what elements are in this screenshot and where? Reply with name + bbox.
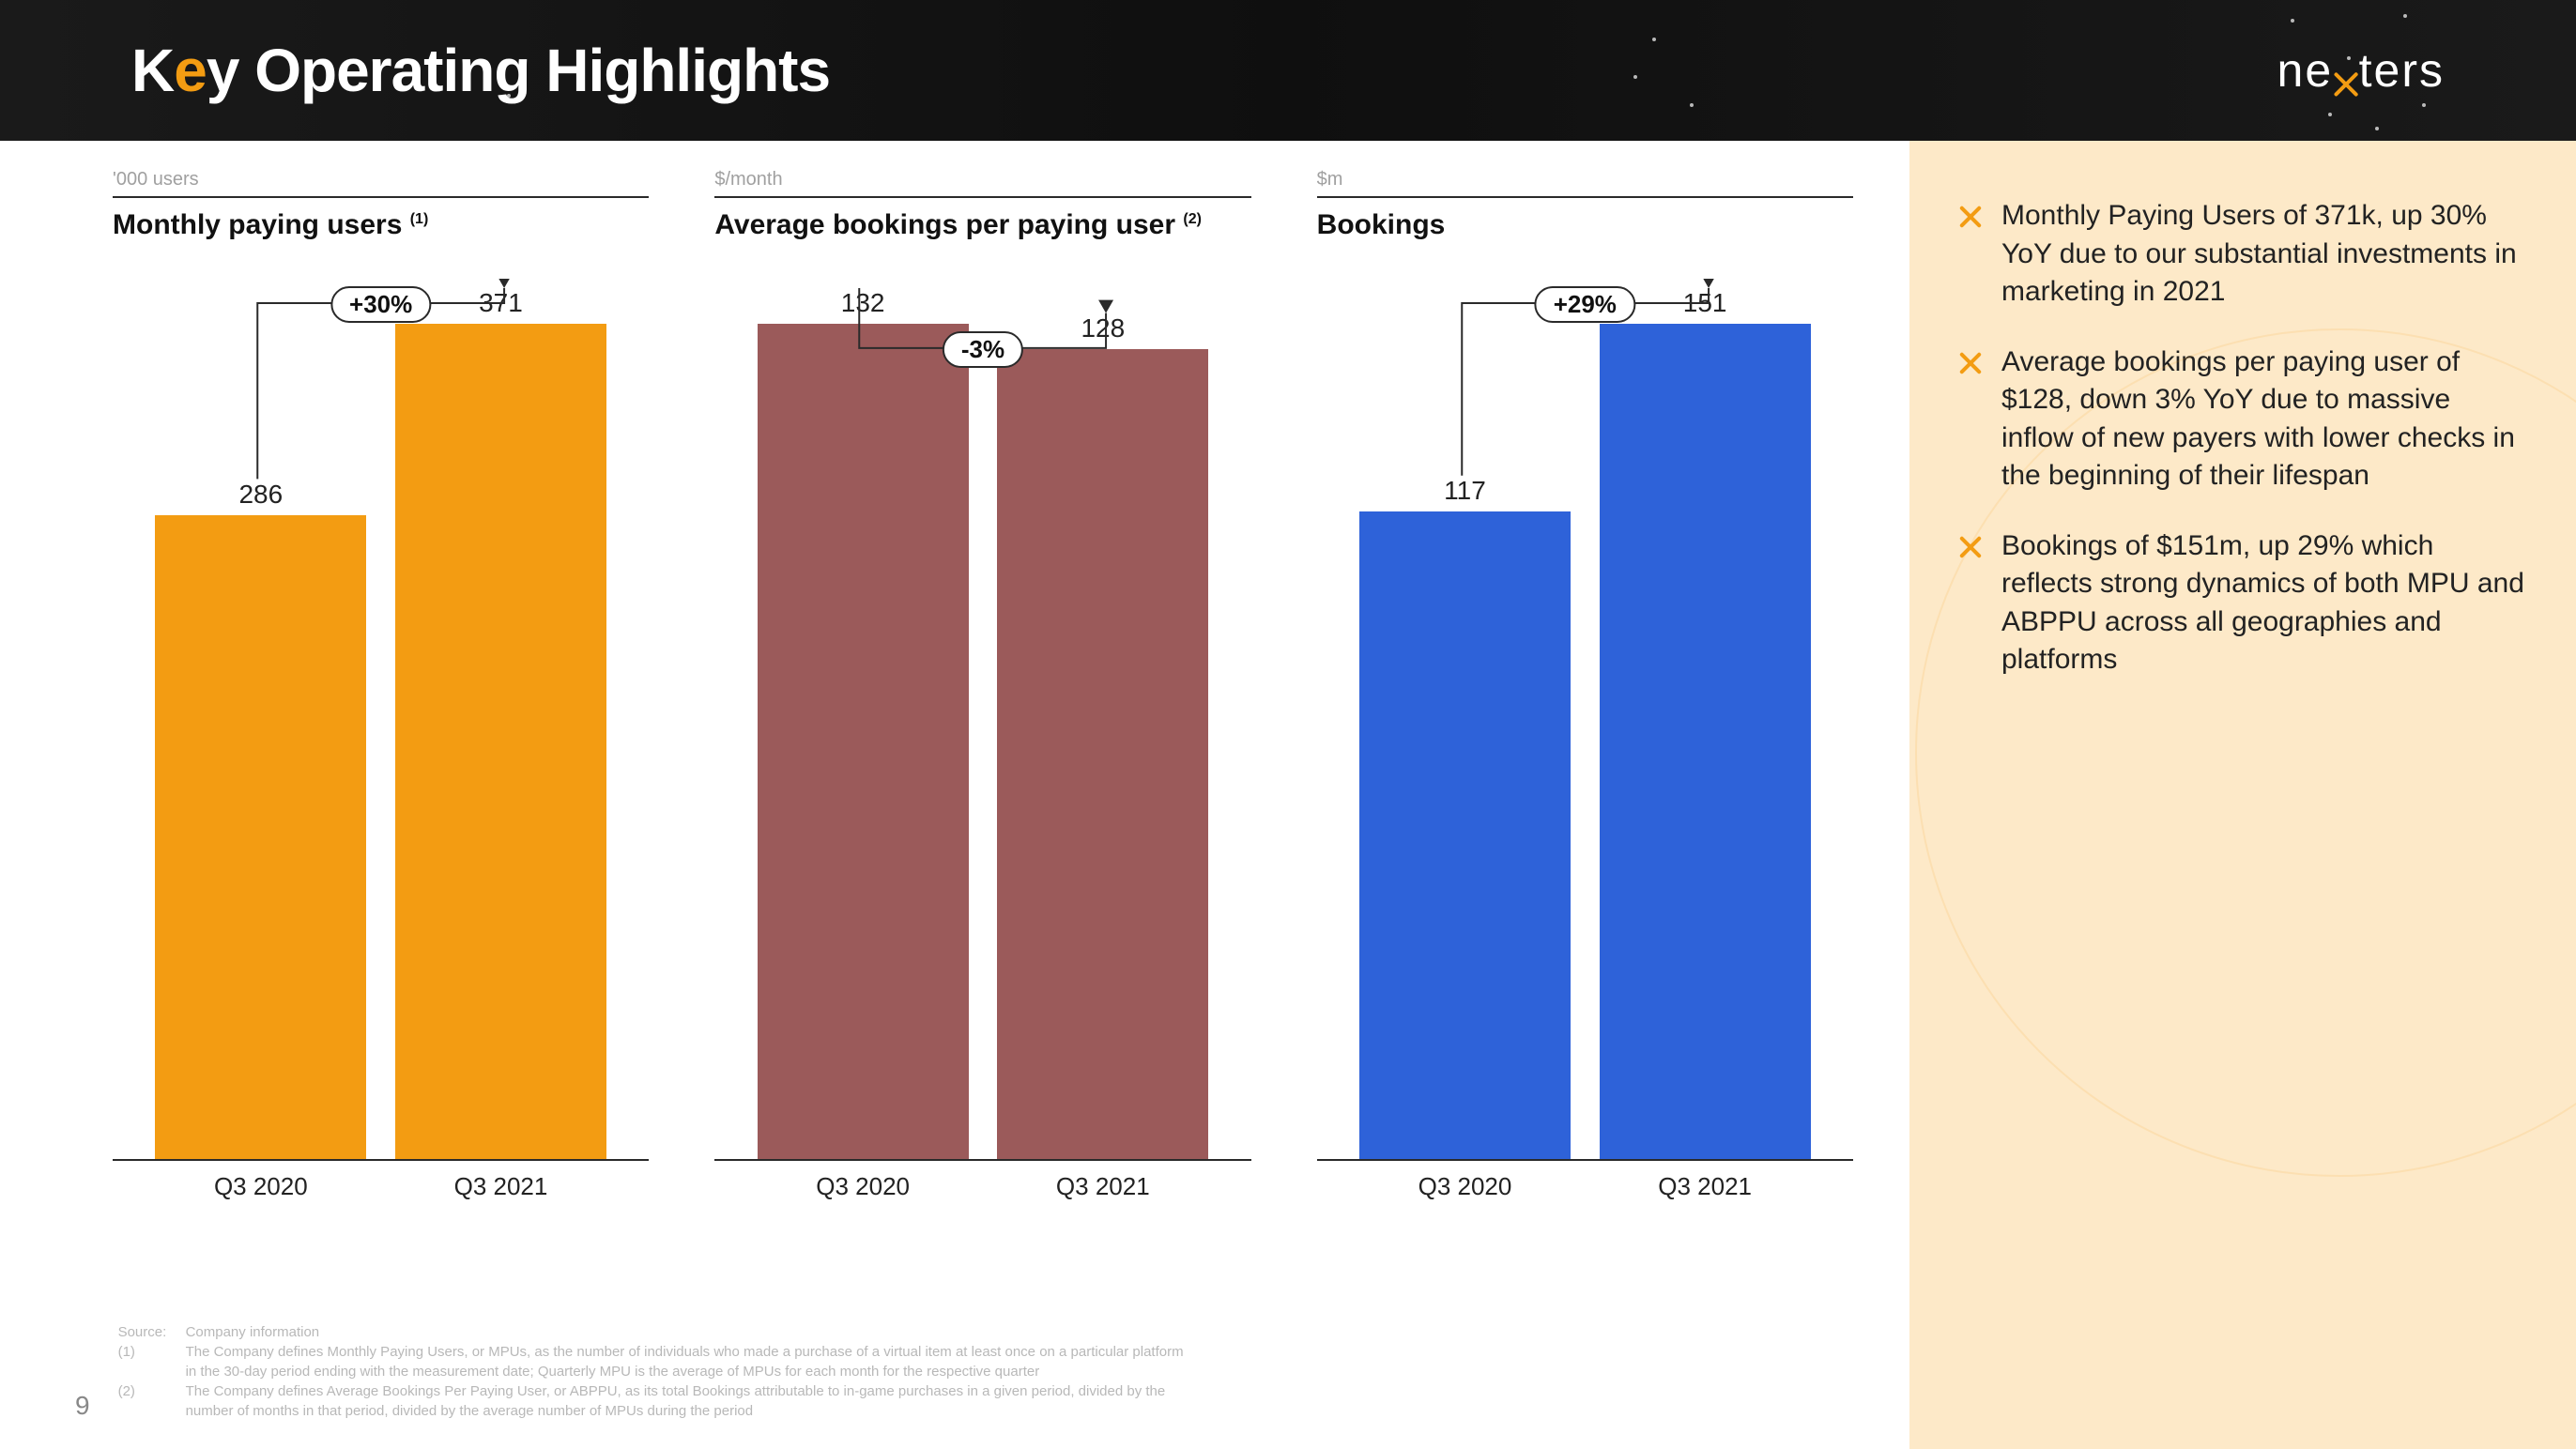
chart-title: Bookings [1317, 209, 1853, 241]
bar-rect [997, 349, 1208, 1159]
chart-canvas: 286 371 +30% [113, 279, 649, 1161]
bar-value-label: 132 [841, 288, 885, 318]
logo-text-post: ters [2359, 44, 2445, 97]
chart-title: Monthly paying users (1) [113, 209, 649, 241]
chart-canvas: 117 151 +29% [1317, 279, 1853, 1161]
bullet-x-icon [1956, 349, 1985, 377]
sidebar-bullet: Bookings of $151m, up 29% which reflects… [1956, 527, 2529, 679]
chart-bar: 117 [1359, 476, 1571, 1159]
chart-canvas: 132 128 -3% [714, 279, 1250, 1161]
sidebar: Monthly Paying Users of 371k, up 30% YoY… [1909, 141, 2576, 1449]
bar-rect [395, 324, 606, 1159]
x-axis-label: Q3 2021 [395, 1172, 606, 1201]
sidebar-bullet: Average bookings per paying user of $128… [1956, 343, 2529, 496]
bar-value-label: 117 [1444, 476, 1486, 506]
growth-label: -3% [943, 331, 1023, 368]
x-axis-labels: Q3 2020 Q3 2021 [113, 1161, 649, 1201]
source-label: Source: [118, 1322, 171, 1342]
growth-label: +30% [330, 286, 431, 323]
bullet-text: Average bookings per paying user of $128… [2001, 343, 2529, 496]
bar-value-label: 151 [1683, 288, 1727, 318]
x-axis-label: Q3 2020 [758, 1172, 969, 1201]
logo: neters [2277, 43, 2445, 98]
chart-unit-label: $/month [714, 169, 1250, 198]
source-text: Company information [186, 1322, 320, 1342]
slide-title: Key Operating Highlights [131, 36, 830, 105]
footnote-text: The Company defines Monthly Paying Users… [186, 1342, 1196, 1381]
growth-label: +29% [1535, 286, 1635, 323]
bullet-x-icon [1956, 203, 1985, 231]
bullet-text: Bookings of $151m, up 29% which reflects… [2001, 527, 2529, 679]
footnotes: Source: Company information (1) The Compa… [118, 1322, 1196, 1421]
logo-text-pre: ne [2277, 44, 2334, 97]
chart-footnote-mark: (2) [1183, 211, 1202, 227]
bar-value-label: 286 [238, 480, 283, 510]
footnote-key: (1) [118, 1342, 171, 1381]
footnote-row: (1) The Company defines Monthly Paying Us… [118, 1342, 1196, 1381]
x-axis-labels: Q3 2020 Q3 2021 [1317, 1161, 1853, 1201]
footnote-text: The Company defines Average Bookings Per… [186, 1381, 1196, 1421]
bar-rect [1600, 324, 1811, 1159]
bar-rect [1359, 511, 1571, 1159]
sidebar-bullet: Monthly Paying Users of 371k, up 30% YoY… [1956, 197, 2529, 312]
footnote-key: (2) [118, 1381, 171, 1421]
footer: 9 Source: Company information (1) The Com… [75, 1322, 1196, 1421]
chart-unit-label: $m [1317, 169, 1853, 198]
x-axis-label: Q3 2020 [155, 1172, 366, 1201]
charts-row: '000 users Monthly paying users (1) 286 371… [113, 169, 1853, 1201]
charts-area: '000 users Monthly paying users (1) 286 371… [0, 141, 1909, 1449]
chart-bar: 132 [758, 288, 969, 1159]
chart-bar: 286 [155, 480, 366, 1159]
bar-value-label: 371 [479, 288, 523, 318]
footnote-row: (2) The Company defines Average Bookings … [118, 1381, 1196, 1421]
bar-value-label: 128 [1081, 313, 1125, 343]
x-axis-label: Q3 2021 [1600, 1172, 1811, 1201]
x-axis-label: Q3 2021 [997, 1172, 1208, 1201]
chart-bar: 128 [997, 313, 1208, 1159]
chart-bar: 151 [1600, 288, 1811, 1159]
chart-block: $m Bookings 117 151 +29% Q3 2020 Q3 2021 [1317, 169, 1853, 1201]
title-accent-letter: e [174, 37, 207, 104]
chart-title: Average bookings per paying user (2) [714, 209, 1250, 241]
bullet-x-icon [1956, 533, 1985, 561]
x-axis-labels: Q3 2020 Q3 2021 [714, 1161, 1250, 1201]
chart-unit-label: '000 users [113, 169, 649, 198]
chart-footnote-mark: (1) [410, 211, 429, 227]
main-content: '000 users Monthly paying users (1) 286 371… [0, 141, 2576, 1449]
bar-rect [155, 515, 366, 1159]
x-axis-label: Q3 2020 [1359, 1172, 1571, 1201]
chart-block: '000 users Monthly paying users (1) 286 371… [113, 169, 649, 1201]
chart-block: $/month Average bookings per paying user … [714, 169, 1250, 1201]
page-number: 9 [75, 1391, 90, 1421]
bar-rect [758, 324, 969, 1159]
title-pre: K [131, 37, 174, 104]
chart-bar: 371 [395, 288, 606, 1159]
bullet-text: Monthly Paying Users of 371k, up 30% YoY… [2001, 197, 2529, 312]
title-post: y Operating Highlights [207, 37, 830, 104]
slide-header: Key Operating Highlights neters [0, 0, 2576, 141]
